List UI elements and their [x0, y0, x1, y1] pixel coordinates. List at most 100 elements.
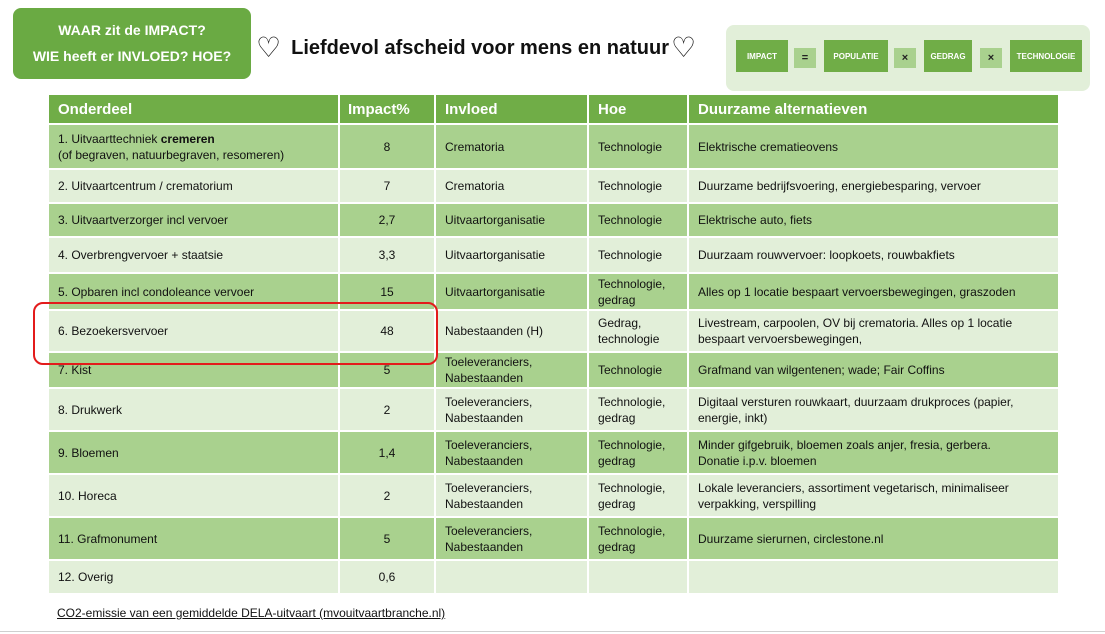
slide-title: ♡ Liefdevol afscheid voor mens en natuur…	[256, 30, 696, 66]
onderdeel-text: 11. Grafmonument	[58, 531, 158, 546]
cell-alternatieven: Livestream, carpoolen, OV bij crematoria…	[687, 309, 1060, 353]
invloed-text: Toeleveranciers,	[445, 480, 533, 495]
cell-invloed	[434, 559, 589, 595]
hoe-text: Technologie,	[598, 437, 666, 452]
cell-hoe: Technologie, gedrag	[587, 473, 689, 518]
invloed-text-line2: Nabestaanden	[445, 371, 524, 385]
alternatieven-text: Lokale leveranciers, assortiment vegetar…	[698, 480, 1009, 495]
cell-onderdeel: 4. Overbrengvervoer + staatsie	[47, 236, 340, 274]
onderdeel-text: 12. Overig	[58, 570, 114, 584]
alternatieven-text: Duurzaam rouwvervoer: loopkoets, rouwbak…	[698, 248, 955, 262]
hoe-text: Gedrag,	[598, 316, 642, 330]
invloed-text: Toeleveranciers,	[445, 394, 533, 409]
cell-invloed: Uitvaartorganisatie	[434, 236, 589, 274]
alternatieven-text: Elektrische crematieovens	[698, 139, 839, 154]
cell-hoe: Technologie	[587, 123, 689, 170]
cell-impact: 1,4	[338, 430, 436, 475]
invloed-text: Toeleveranciers,	[445, 437, 533, 452]
alternatieven-text: Grafmand van wilgentenen; wade; Fair Cof…	[698, 363, 945, 377]
cell-invloed: Nabestaanden (H)	[434, 309, 589, 353]
cell-invloed: Toeleveranciers, Nabestaanden	[434, 473, 589, 518]
cell-hoe: Technologie, gedrag	[587, 272, 689, 311]
alternatieven-text: Duurzame sierurnen, circlestone.nl	[698, 531, 884, 546]
alternatieven-text: Minder gifgebruik, bloemen zoals anjer, …	[698, 437, 991, 452]
alternatieven-text-line2: energie, inkt)	[698, 410, 768, 425]
onderdeel-text: 5. Opbaren incl condoleance vervoer	[58, 284, 255, 299]
table-row: 1. Uitvaarttechniek cremeren (of begraven…	[47, 123, 1060, 170]
hoe-text: Technologie,	[598, 276, 666, 291]
cell-impact: 5	[338, 516, 436, 561]
formula-equals-sign: =	[794, 48, 816, 68]
invloed-text: Nabestaanden (H)	[445, 324, 544, 338]
cell-alternatieven: Elektrische crematieovens	[687, 123, 1060, 170]
alternatieven-text: Alles op 1 locatie bespaart vervoersbewe…	[698, 284, 1016, 299]
invloed-text: Toeleveranciers,	[445, 523, 533, 538]
divider	[0, 631, 1105, 632]
hoe-text: Technologie,	[598, 394, 666, 409]
cell-invloed: Toeleveranciers, Nabestaanden	[434, 516, 589, 561]
cell-impact: 2	[338, 387, 436, 432]
alternatieven-text-line2: bespaart vervoersbewegingen,	[698, 332, 863, 346]
cell-hoe: Technologie, gedrag	[587, 516, 689, 561]
formula-times-sign: ×	[980, 48, 1002, 68]
invloed-text: Toeleveranciers,	[445, 355, 533, 369]
invloed-text: Uitvaartorganisatie	[445, 213, 546, 227]
cell-impact: 7	[338, 168, 436, 204]
table-row: 11. Grafmonument 5 Toeleveranciers, Nabesta…	[47, 516, 1060, 561]
hoe-text-line2: technologie	[598, 332, 660, 346]
cell-onderdeel: 3. Uitvaartverzorger incl vervoer	[47, 202, 340, 238]
formula-times-sign: ×	[894, 48, 916, 68]
formula-impact-box: IMPACT	[736, 40, 788, 72]
cell-alternatieven: Alles op 1 locatie bespaart vervoersbewe…	[687, 272, 1060, 311]
highlight-circle-bezoekersvervoer	[33, 302, 438, 365]
alternatieven-text: Livestream, carpoolen, OV bij crematoria…	[698, 316, 1013, 330]
hoe-text: Technologie	[598, 363, 663, 377]
hoe-text: Technologie	[598, 248, 663, 262]
cell-onderdeel: 9. Bloemen	[47, 430, 340, 475]
alternatieven-text: Digitaal versturen rouwkaart, duurzaam d…	[698, 394, 1014, 409]
cell-alternatieven: Duurzaam rouwvervoer: loopkoets, rouwbak…	[687, 236, 1060, 274]
invloed-text-line2: Nabestaanden	[445, 410, 524, 425]
onderdeel-text: 8. Drukwerk	[58, 402, 123, 417]
heart-outline-icon: ♡	[670, 31, 697, 64]
cell-onderdeel: 10. Horeca	[47, 473, 340, 518]
onderdeel-bold-text: cremeren	[160, 131, 215, 146]
cell-hoe: Technologie	[587, 168, 689, 204]
cell-hoe: Technologie, gedrag	[587, 387, 689, 432]
cell-hoe: Technologie, gedrag	[587, 430, 689, 475]
table-row: 6. Bezoekersvervoer 48 Nabestaanden (H) Ged…	[47, 309, 1060, 353]
cell-onderdeel: 2. Uitvaartcentrum / crematorium	[47, 168, 340, 204]
cell-hoe: Technologie	[587, 351, 689, 389]
alternatieven-text: Duurzame bedrijfsvoering, energiebespari…	[698, 179, 981, 193]
table-row: 5. Opbaren incl condoleance vervoer 15 Uit…	[47, 272, 1060, 311]
cell-alternatieven	[687, 559, 1060, 595]
cell-alternatieven: Grafmand van wilgentenen; wade; Fair Cof…	[687, 351, 1060, 389]
hoe-text-line2: gedrag	[598, 453, 636, 468]
cell-hoe: Technologie	[587, 202, 689, 238]
cell-alternatieven: Elektrische auto, fiets	[687, 202, 1060, 238]
cell-onderdeel: 8. Drukwerk	[47, 387, 340, 432]
cell-onderdeel: 12. Overig	[47, 559, 340, 595]
cell-invloed: Toeleveranciers, Nabestaanden	[434, 430, 589, 475]
callout-line-1: WAAR zit de IMPACT?	[58, 22, 206, 38]
cell-impact: 5	[338, 351, 436, 389]
cell-impact: 2,7	[338, 202, 436, 238]
cell-alternatieven: Duurzame sierurnen, circlestone.nl	[687, 516, 1060, 561]
cell-invloed: Crematoria	[434, 123, 589, 170]
cell-impact: 2	[338, 473, 436, 518]
onderdeel-text: 2. Uitvaartcentrum / crematorium	[58, 179, 233, 193]
title-text: Liefdevol afscheid voor mens en natuur	[291, 36, 669, 59]
cell-onderdeel: 7. Kist	[47, 351, 340, 389]
cell-impact: 0,6	[338, 559, 436, 595]
column-header-onderdeel: Onderdeel	[47, 93, 340, 125]
onderdeel-text: 7. Kist	[58, 363, 92, 377]
cell-hoe: Gedrag, technologie	[587, 309, 689, 353]
cell-alternatieven: Minder gifgebruik, bloemen zoals anjer, …	[687, 430, 1060, 475]
hoe-text: Technologie	[598, 213, 663, 227]
hoe-text-line2: gedrag	[598, 410, 636, 425]
heart-outline-icon: ♡	[256, 31, 282, 64]
hoe-text: Technologie	[598, 179, 663, 193]
hoe-text: Technologie	[598, 139, 663, 154]
table-row: 10. Horeca 2 Toeleveranciers, Nabestaanden T…	[47, 473, 1060, 518]
cell-invloed: Uitvaartorganisatie	[434, 202, 589, 238]
